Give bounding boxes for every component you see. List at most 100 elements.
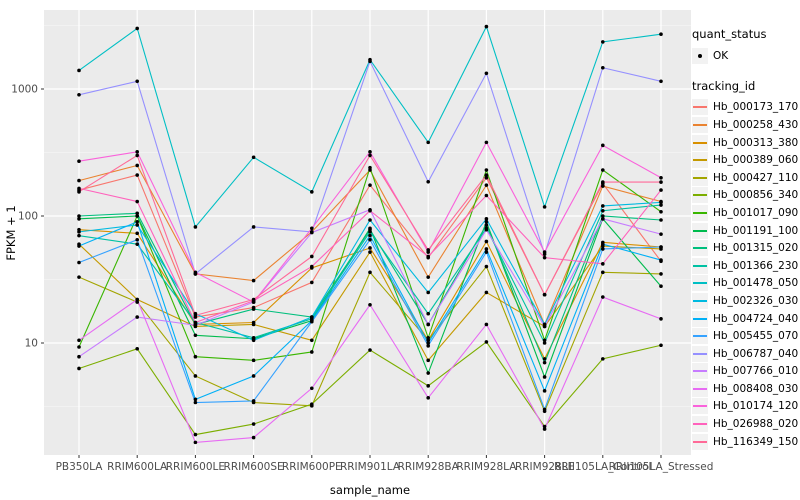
data-point bbox=[368, 183, 372, 187]
data-point bbox=[77, 159, 81, 164]
legend-item-label: Hb_004724_040 bbox=[713, 312, 799, 325]
data-point bbox=[310, 280, 314, 285]
legend-tracking-title: tracking_id bbox=[692, 78, 756, 93]
data-point bbox=[601, 143, 605, 148]
legend-quant-title: quant_status bbox=[692, 27, 767, 41]
data-point bbox=[542, 205, 547, 209]
data-point bbox=[484, 264, 489, 269]
data-point bbox=[542, 360, 547, 365]
data-point bbox=[77, 233, 81, 238]
data-point bbox=[659, 180, 663, 184]
data-point bbox=[368, 246, 372, 250]
legend-item-label: Hb_026988_020 bbox=[713, 418, 799, 431]
data-point bbox=[659, 284, 663, 289]
data-point bbox=[251, 422, 256, 426]
legend-item-label: Hb_000313_380 bbox=[713, 136, 799, 149]
x-tick-label: RRIM928LE bbox=[515, 461, 574, 473]
line-swatch-icon bbox=[692, 152, 708, 169]
data-point bbox=[77, 345, 81, 349]
line-swatch-icon bbox=[692, 416, 708, 433]
data-point bbox=[135, 223, 139, 227]
data-point bbox=[659, 317, 663, 321]
data-point bbox=[251, 358, 256, 363]
line-swatch-icon bbox=[692, 363, 708, 380]
data-point bbox=[426, 384, 431, 388]
data-point bbox=[659, 343, 663, 348]
data-point bbox=[484, 227, 489, 232]
legend-item-Hb_010174_120: Hb_010174_120 bbox=[692, 398, 800, 416]
legend-item-label: Hb_000173_170 bbox=[713, 101, 799, 114]
legend-item-label: Hb_006787_040 bbox=[713, 347, 799, 360]
x-tick-label: RRIM600LA bbox=[107, 461, 168, 473]
legend: quant_status OK tracking_id Hb_000173_17… bbox=[692, 27, 800, 450]
data-point bbox=[310, 319, 314, 324]
legend-quant-label: OK bbox=[713, 49, 729, 62]
legend-quant-item: OK bbox=[692, 47, 800, 65]
data-point bbox=[368, 250, 372, 254]
data-point bbox=[659, 79, 663, 84]
data-point bbox=[484, 24, 489, 29]
data-point bbox=[426, 371, 431, 375]
data-point bbox=[542, 357, 547, 361]
legend-item-Hb_026988_020: Hb_026988_020 bbox=[692, 415, 800, 433]
legend-item-Hb_001478_050: Hb_001478_050 bbox=[692, 275, 800, 293]
data-point bbox=[426, 140, 431, 145]
legend-item-Hb_005455_070: Hb_005455_070 bbox=[692, 327, 800, 345]
data-point bbox=[77, 190, 81, 194]
data-point bbox=[426, 322, 431, 327]
x-tick-label: PB350LA bbox=[56, 461, 104, 473]
legend-item-label: Hb_000856_340 bbox=[713, 189, 799, 202]
legend-item-Hb_000313_380: Hb_000313_380 bbox=[692, 134, 800, 152]
data-point bbox=[484, 239, 489, 244]
data-point bbox=[484, 140, 489, 145]
line-swatch-icon bbox=[692, 310, 708, 327]
data-point bbox=[601, 357, 605, 361]
data-point bbox=[484, 290, 489, 295]
legend-item-label: Hb_005455_070 bbox=[713, 330, 799, 343]
data-point bbox=[77, 338, 81, 343]
data-point bbox=[193, 440, 198, 445]
x-tick-label: RRIM600LE bbox=[166, 461, 225, 473]
data-point bbox=[77, 93, 81, 97]
data-point bbox=[542, 338, 547, 343]
line-swatch-icon bbox=[692, 169, 708, 186]
legend-item-label: Hb_000389_060 bbox=[713, 154, 799, 167]
data-point bbox=[251, 155, 256, 160]
line-swatch-icon bbox=[692, 433, 708, 450]
data-point bbox=[135, 79, 139, 84]
x-tick-label: RRIM928LA bbox=[456, 461, 517, 473]
data-point bbox=[77, 230, 81, 234]
y-tick-label: 10 bbox=[25, 338, 38, 350]
data-point bbox=[310, 402, 314, 406]
legend-item-label: Hb_000427_110 bbox=[713, 171, 799, 184]
legend-item-label: Hb_001366_230 bbox=[713, 259, 799, 272]
data-point bbox=[368, 233, 372, 238]
data-point bbox=[426, 248, 431, 252]
data-point bbox=[484, 220, 489, 224]
legend-item-label: Hb_116349_150 bbox=[713, 435, 799, 448]
data-point bbox=[426, 179, 431, 184]
data-point bbox=[368, 237, 372, 242]
data-point bbox=[135, 315, 139, 319]
data-point bbox=[484, 175, 489, 180]
data-point bbox=[135, 220, 139, 224]
data-point bbox=[426, 335, 431, 340]
data-point bbox=[542, 292, 547, 297]
data-point bbox=[368, 150, 372, 154]
line-swatch-icon bbox=[692, 204, 708, 221]
legend-item-Hb_116349_150: Hb_116349_150 bbox=[692, 433, 800, 451]
legend-item-Hb_001017_090: Hb_001017_090 bbox=[692, 204, 800, 222]
legend-item-Hb_000258_430: Hb_000258_430 bbox=[692, 116, 800, 134]
line-swatch-icon bbox=[692, 328, 708, 345]
data-point bbox=[135, 26, 139, 31]
data-point bbox=[251, 399, 256, 403]
data-point bbox=[659, 32, 663, 37]
data-point bbox=[77, 260, 81, 265]
data-point bbox=[659, 218, 663, 222]
data-point bbox=[77, 68, 81, 73]
data-point bbox=[484, 168, 489, 172]
data-point bbox=[542, 250, 547, 254]
data-point bbox=[601, 168, 605, 172]
